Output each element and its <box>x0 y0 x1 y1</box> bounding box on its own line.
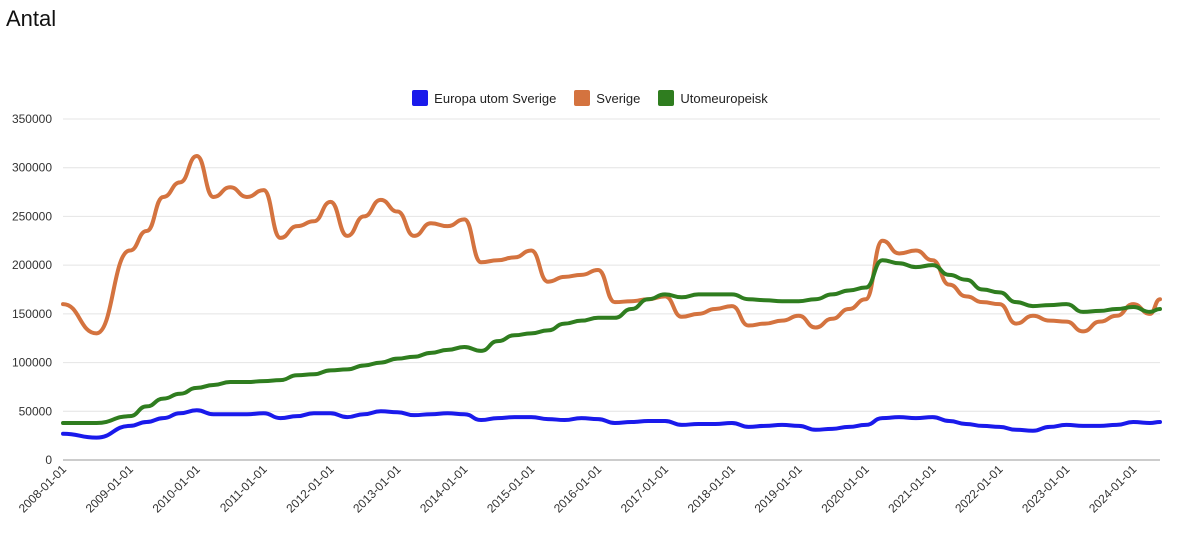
x-tick-label: 2021-01-01 <box>885 462 939 516</box>
x-tick-label: 2010-01-01 <box>150 462 204 516</box>
x-tick-label: 2023-01-01 <box>1019 462 1073 516</box>
x-tick-label: 2018-01-01 <box>685 462 739 516</box>
x-tick-label: 2013-01-01 <box>350 462 404 516</box>
series-layer <box>61 154 1162 440</box>
y-tick-label: 50000 <box>19 404 53 418</box>
x-tick-label: 2022-01-01 <box>952 462 1006 516</box>
legend-item-utomeuropeisk[interactable]: Utomeuropeisk <box>658 90 768 106</box>
x-tick-label: 2011-01-01 <box>217 462 270 515</box>
y-tick-label: 350000 <box>12 112 52 126</box>
legend-item-sverige[interactable]: Sverige <box>574 90 640 106</box>
legend-label-utomeuropeisk: Utomeuropeisk <box>680 90 768 106</box>
legend: Europa utom Sverige Sverige Utomeuropeis… <box>0 90 1180 106</box>
x-axis: 2008-01-01 2009-01-01 2010-01-01 2011-01-01… <box>16 462 1140 516</box>
y-tick-label: 250000 <box>12 209 52 223</box>
x-tick-label: 2024-01-01 <box>1086 462 1140 516</box>
x-tick-label: 2008-01-01 <box>16 462 70 516</box>
legend-label-sverige: Sverige <box>596 90 641 106</box>
legend-swatch-utomeuropeisk <box>658 90 675 106</box>
x-tick-label: 2009-01-01 <box>83 462 137 516</box>
x-tick-label: 2016-01-01 <box>551 462 605 516</box>
legend-swatch-sverige <box>574 90 591 106</box>
chart-title: Antal <box>6 6 57 31</box>
y-tick-label: 300000 <box>12 161 52 175</box>
series-line-europa[interactable] <box>61 408 1162 440</box>
legend-item-europa[interactable]: Europa utom Sverige <box>412 90 556 106</box>
y-axis: 0 50000 100000 150000 200000 250000 300000 3500… <box>12 112 52 467</box>
legend-swatch-europa <box>412 90 429 106</box>
x-tick-label: 2014-01-01 <box>417 462 471 516</box>
x-tick-label: 2015-01-01 <box>484 462 538 516</box>
x-tick-label: 2020-01-01 <box>818 462 872 516</box>
series-line-utomeuropeisk[interactable] <box>61 258 1162 425</box>
x-tick-label: 2019-01-01 <box>752 462 806 516</box>
x-tick-label: 2017-01-01 <box>618 462 672 516</box>
y-tick-label: 0 <box>45 453 52 467</box>
y-tick-label: 150000 <box>12 307 52 321</box>
series-line-sverige[interactable] <box>61 154 1162 336</box>
x-tick-label: 2012-01-01 <box>283 462 337 516</box>
legend-label-europa: Europa utom Sverige <box>434 90 557 106</box>
grid-layer <box>63 118 1160 461</box>
y-tick-label: 200000 <box>12 258 52 272</box>
y-tick-label: 100000 <box>12 356 52 370</box>
